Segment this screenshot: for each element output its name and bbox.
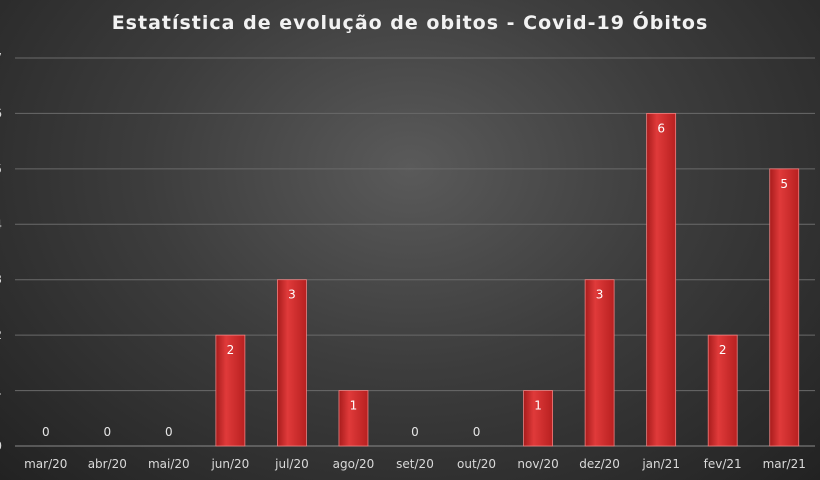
x-tick-label: jun/20: [210, 457, 249, 471]
y-tick-label: 0: [0, 439, 2, 453]
data-label: 0: [165, 425, 173, 439]
data-label: 0: [473, 425, 481, 439]
y-tick-label: 5: [0, 162, 2, 176]
data-label: 0: [103, 425, 111, 439]
data-label: 5: [780, 177, 788, 191]
x-tick-label: out/20: [457, 457, 496, 471]
data-label: 1: [534, 399, 542, 413]
data-label: 3: [596, 288, 604, 302]
gridlines: [15, 57, 815, 447]
data-label: 0: [42, 425, 50, 439]
bar: [646, 113, 677, 447]
x-tick-label: set/20: [396, 457, 434, 471]
bar: [523, 390, 553, 447]
x-tick-label: fev/21: [704, 457, 742, 471]
bar: [584, 279, 615, 447]
x-tick-label: mai/20: [148, 457, 190, 471]
bar: [769, 168, 800, 447]
data-label: 3: [288, 288, 296, 302]
y-tick-label: 1: [0, 384, 2, 398]
bar: [277, 279, 307, 447]
y-tick-label: 2: [0, 328, 2, 342]
y-tick-label: 3: [0, 273, 2, 287]
x-tick-label: jul/20: [274, 457, 309, 471]
x-tick-label: mar/20: [24, 457, 67, 471]
y-tick-label: 4: [0, 217, 2, 231]
x-tick-label: mar/21: [763, 457, 806, 471]
data-label: 0: [411, 425, 419, 439]
data-label: 6: [657, 121, 665, 135]
y-tick-label: 7: [0, 51, 2, 65]
bar: [338, 390, 369, 447]
x-tick-label: nov/20: [517, 457, 558, 471]
data-labels: 0 0 0 2 3 1 0 0 1 3 6 2 5: [42, 121, 788, 439]
x-tick-label: jan/21: [641, 457, 680, 471]
data-label: 1: [350, 399, 358, 413]
x-tick-label: abr/20: [88, 457, 127, 471]
x-axis-ticks: mar/20 abr/20 mai/20 jun/20 jul/20 ago/20 set/…: [24, 457, 806, 471]
bar: [707, 334, 738, 447]
data-label: 2: [227, 343, 235, 357]
x-tick-label: dez/20: [579, 457, 620, 471]
y-tick-label: 6: [0, 106, 2, 120]
x-tick-label: ago/20: [333, 457, 375, 471]
bar: [215, 334, 246, 447]
y-axis-ticks: 0 1 2 3 4 5 6 7: [0, 51, 2, 453]
data-label: 2: [719, 343, 727, 357]
bars: [215, 113, 800, 447]
chart-title: Estatística de evolução de obitos - Covi…: [111, 12, 709, 34]
